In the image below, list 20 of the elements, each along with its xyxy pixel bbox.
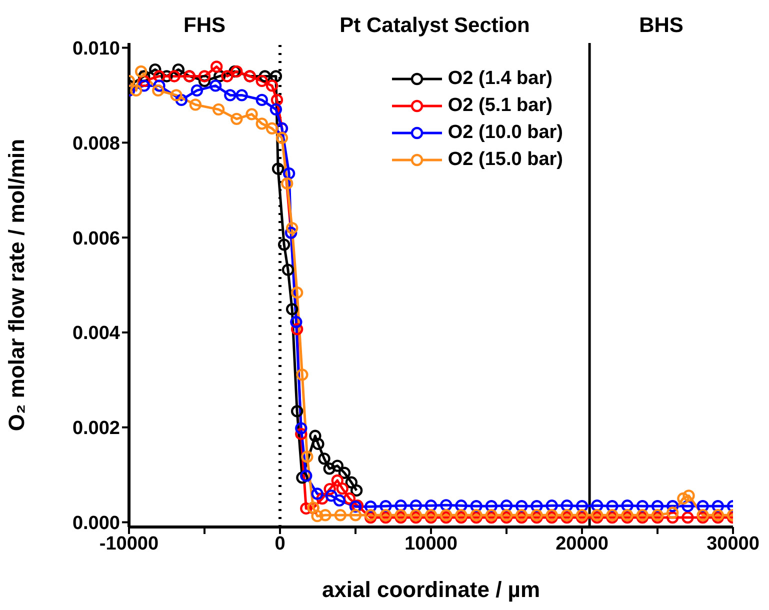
legend-label: O2 (5.1 bar) (448, 94, 552, 116)
text: Pt Catalyst Section (340, 14, 530, 38)
y-tick-label: 0.002 (72, 418, 120, 440)
y-tick-label: 0.010 (72, 38, 120, 60)
y-tick-label: 0.008 (72, 133, 120, 154)
legend-label: O2 (15.0 bar) (448, 148, 563, 170)
text: FHS (184, 14, 226, 38)
text: BHS (639, 14, 684, 38)
y-tick-label: 0.006 (72, 228, 120, 250)
y-axis-title: O₂ molar flow rate / mol/min (4, 138, 29, 432)
x-tick-label: 10000 (404, 533, 458, 554)
x-tick-label: -10000 (99, 533, 159, 554)
x-tick-label: 30000 (706, 533, 760, 554)
y-tick-label: 0.004 (72, 323, 120, 344)
legend-label: O2 (10.0 bar) (448, 122, 563, 144)
x-axis-title: axial coordinate / µm (322, 577, 540, 602)
y-tick-label: 0.000 (72, 513, 120, 534)
x-tick-label: 0 (274, 533, 286, 554)
legend-label: O2 (1.4 bar) (448, 68, 552, 90)
x-tick-label: 20000 (556, 533, 608, 554)
